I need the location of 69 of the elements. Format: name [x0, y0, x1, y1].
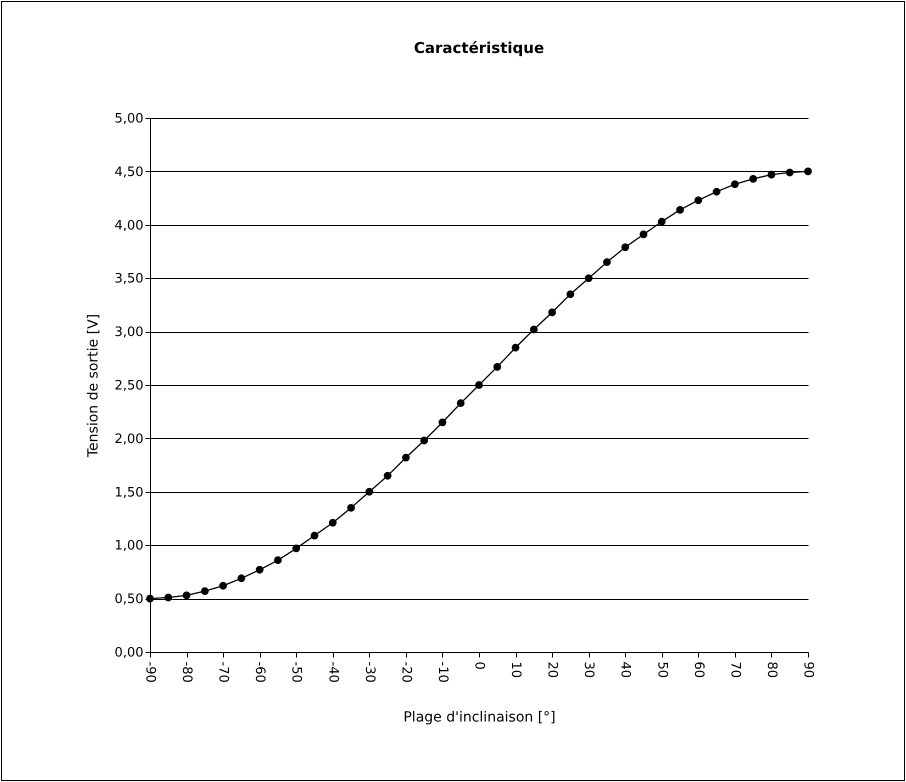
point [182, 592, 190, 600]
y-tick-label: 5,00 [114, 112, 144, 126]
y-tick-label: 4,00 [114, 218, 144, 234]
x-axis-title: Plage d'inclinaison [°] [403, 710, 556, 726]
y-tick-label: 1,00 [114, 538, 144, 554]
point [456, 399, 465, 408]
x-tick-label: 10 [508, 662, 524, 678]
point [200, 587, 209, 595]
point [676, 206, 684, 214]
x-tick-label: -80 [179, 662, 194, 683]
point [493, 362, 502, 371]
point [238, 574, 246, 582]
point [365, 488, 374, 496]
point [731, 180, 739, 188]
x-tick-label: 40 [618, 662, 633, 678]
point [548, 308, 556, 316]
point [420, 436, 428, 444]
point [804, 168, 812, 176]
point [786, 168, 794, 176]
point [658, 218, 666, 226]
x-tick-label: -50 [288, 662, 304, 683]
point [603, 258, 611, 266]
x-tick-label: -20 [398, 662, 414, 683]
x-tick-label: 20 [544, 662, 560, 678]
y-tick-label: 0,50 [114, 592, 144, 608]
x-tick-label: -90 [142, 662, 158, 683]
point [384, 472, 392, 480]
x-tick-label: 30 [581, 662, 596, 678]
y-tick-label: 2,50 [114, 378, 144, 394]
x-tick-label: 90 [800, 662, 816, 678]
x-tick-label: 60 [690, 662, 706, 678]
y-tick-label: 3,50 [114, 272, 144, 287]
point [347, 504, 355, 512]
point [219, 582, 227, 590]
point [274, 556, 282, 564]
point [566, 290, 574, 298]
point [768, 170, 776, 178]
x-tick-label: -10 [434, 662, 450, 683]
x-tick-label: -30 [362, 662, 377, 683]
point [640, 230, 648, 238]
point [402, 454, 410, 462]
y-tick-label: 3,00 [114, 325, 144, 340]
point [292, 544, 300, 552]
y-tick-label: 4,50 [114, 164, 144, 180]
y-axis-title: Tension de sortie [V] [86, 314, 102, 458]
point [712, 188, 720, 196]
point [584, 274, 593, 282]
y-tick-label: 0,00 [114, 646, 144, 660]
x-tick-label: -40 [325, 662, 340, 683]
point [512, 344, 520, 352]
point [438, 418, 446, 426]
x-tick-label: 0 [472, 662, 486, 670]
point [475, 381, 483, 389]
x-tick-label: 70 [727, 662, 742, 678]
y-tick-label: 2,00 [114, 432, 144, 447]
point [621, 243, 630, 252]
point [694, 196, 702, 204]
y-tick-label: 1,50 [114, 485, 144, 500]
x-tick-label: 50 [654, 662, 670, 678]
x-tick-label: 80 [764, 662, 779, 678]
x-tick-label: -60 [252, 662, 268, 683]
point [749, 175, 758, 183]
point [164, 594, 172, 602]
point [530, 326, 538, 334]
point [328, 518, 337, 527]
x-tick-label: -70 [216, 662, 231, 683]
point [310, 532, 318, 540]
chart-title: Caractéristique [414, 39, 544, 57]
point [256, 566, 264, 574]
